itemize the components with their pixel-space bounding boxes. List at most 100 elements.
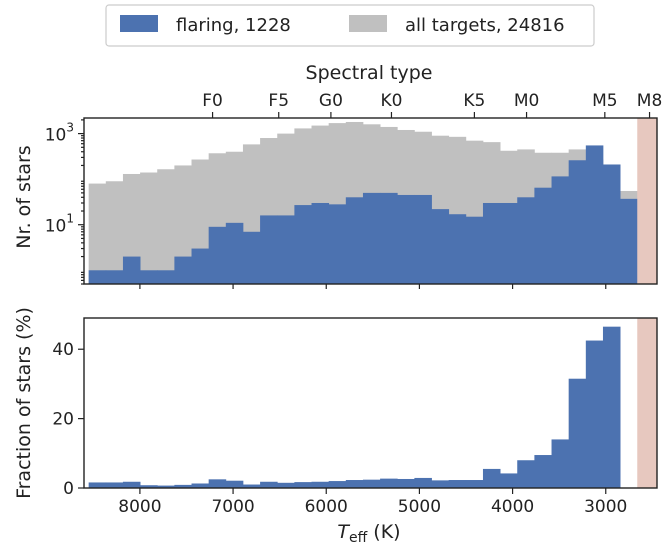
flaring-bar bbox=[140, 270, 158, 284]
flaring-bar bbox=[208, 226, 227, 284]
spectral-type-label: F5 bbox=[268, 91, 289, 111]
top-y-tick-exp: 3 bbox=[66, 121, 74, 135]
flaring-bar bbox=[482, 202, 501, 284]
spectral-type-label: K0 bbox=[380, 91, 402, 111]
all-targets-bar bbox=[105, 181, 124, 284]
legend-label-flaring: flaring, 1228 bbox=[176, 15, 291, 36]
flaring-bar bbox=[448, 214, 467, 284]
x-tick-label: 7000 bbox=[211, 497, 254, 517]
fraction-bar bbox=[242, 484, 261, 488]
flaring-bar bbox=[122, 256, 141, 284]
all-targets-bar bbox=[88, 183, 107, 284]
fraction-bar bbox=[260, 481, 278, 488]
top-plot-frame bbox=[83, 117, 658, 285]
fraction-bar bbox=[585, 340, 604, 488]
flaring-bar bbox=[345, 197, 364, 284]
flaring-bar bbox=[380, 192, 398, 284]
flaring-bar bbox=[397, 194, 415, 284]
legend-label-all-targets: all targets, 24816 bbox=[405, 15, 565, 36]
flaring-bar bbox=[500, 202, 518, 284]
x-tick-label: 6000 bbox=[305, 497, 348, 517]
fraction-bar bbox=[311, 481, 330, 488]
flaring-bar bbox=[431, 209, 450, 284]
fraction-bar bbox=[397, 478, 415, 488]
bottom-y-tick-label: 20 bbox=[52, 410, 74, 430]
fraction-bar bbox=[277, 482, 295, 488]
fraction-bar bbox=[414, 477, 432, 488]
fraction-bar bbox=[431, 480, 450, 488]
bottom-y-tick-label: 40 bbox=[52, 340, 74, 360]
fraction-bar bbox=[500, 473, 518, 488]
fraction-bar bbox=[157, 485, 175, 488]
top-y-tick-base: 10 bbox=[45, 217, 67, 237]
fraction-bar bbox=[105, 482, 124, 488]
fraction-bar bbox=[140, 485, 158, 488]
flaring-bar bbox=[362, 192, 381, 284]
fraction-bar bbox=[208, 479, 227, 488]
fraction-bar bbox=[517, 460, 535, 488]
fraction-bar bbox=[551, 439, 570, 488]
all-targets-bar bbox=[140, 172, 158, 284]
spectral-type-label: F0 bbox=[202, 91, 223, 111]
flaring-bar bbox=[568, 160, 587, 284]
x-axis-label-unit: (K) bbox=[367, 521, 400, 543]
all-targets-bar bbox=[157, 169, 175, 284]
flaring-bar bbox=[225, 222, 244, 284]
flaring-bar bbox=[551, 176, 570, 284]
flaring-bar bbox=[105, 270, 124, 284]
legend-swatch-flaring bbox=[120, 15, 158, 32]
spectral-type-label: G0 bbox=[319, 91, 343, 111]
top-y-tick-label: 101 bbox=[45, 212, 74, 237]
fraction-bar bbox=[568, 378, 587, 488]
x-tick-label: 3000 bbox=[584, 497, 627, 517]
flaring-bar bbox=[620, 198, 638, 284]
flaring-bar bbox=[414, 194, 432, 284]
flaring-bar bbox=[465, 216, 484, 284]
fraction-bar bbox=[482, 468, 501, 488]
top-y-tick-label: 103 bbox=[45, 121, 74, 146]
x-tick-label: 8000 bbox=[118, 497, 161, 517]
x-tick-label: 4000 bbox=[491, 497, 534, 517]
fraction-bar bbox=[345, 480, 364, 488]
fraction-bar bbox=[380, 478, 398, 488]
flaring-bar bbox=[602, 164, 621, 284]
bottom-y-tick-label: 0 bbox=[63, 479, 74, 499]
flaring-bar bbox=[88, 270, 107, 284]
top-y-axis-label: Nr. of stars bbox=[13, 145, 35, 248]
top-y-tick-exp: 1 bbox=[66, 212, 74, 226]
flaring-bar bbox=[311, 202, 330, 284]
spectral-type-label: K5 bbox=[463, 91, 485, 111]
legend: flaring, 1228 all targets, 24816 bbox=[105, 4, 595, 47]
flaring-bar bbox=[242, 231, 261, 284]
fraction-bar bbox=[534, 455, 552, 488]
shaded-region-top bbox=[637, 118, 657, 284]
flaring-bar bbox=[517, 197, 535, 284]
x-tick-label: 5000 bbox=[398, 497, 441, 517]
spectral-type-label: M0 bbox=[514, 91, 539, 111]
spectral-type-label: M5 bbox=[592, 91, 617, 111]
bottom-plot-frame bbox=[83, 317, 658, 489]
flaring-bar bbox=[157, 270, 175, 284]
flaring-bar bbox=[191, 248, 210, 284]
bottom-y-axis-label: Fraction of stars (%) bbox=[13, 307, 35, 499]
bottom-panel: 0 20 40 8000 7000 6000 5000 4000 3000 bbox=[52, 317, 658, 517]
fraction-bar bbox=[328, 481, 347, 488]
all-targets-bar bbox=[174, 165, 192, 284]
flaring-bar bbox=[260, 215, 278, 284]
spectral-type-label: M8 bbox=[637, 91, 662, 111]
fraction-bar bbox=[88, 482, 107, 488]
all-targets-bar bbox=[122, 173, 141, 284]
secondary-axis-title: Spectral type bbox=[306, 62, 433, 84]
flaring-bar bbox=[294, 205, 312, 284]
flaring-bar bbox=[534, 187, 552, 284]
x-axis-label: Teff (K) bbox=[337, 521, 400, 546]
flaring-bar bbox=[585, 145, 604, 284]
fraction-bar bbox=[174, 484, 192, 488]
fraction-bar bbox=[465, 480, 484, 488]
fraction-bar bbox=[225, 480, 244, 488]
fraction-bar bbox=[602, 326, 621, 488]
flaring-bar bbox=[174, 256, 192, 284]
flaring-bar bbox=[328, 204, 347, 284]
